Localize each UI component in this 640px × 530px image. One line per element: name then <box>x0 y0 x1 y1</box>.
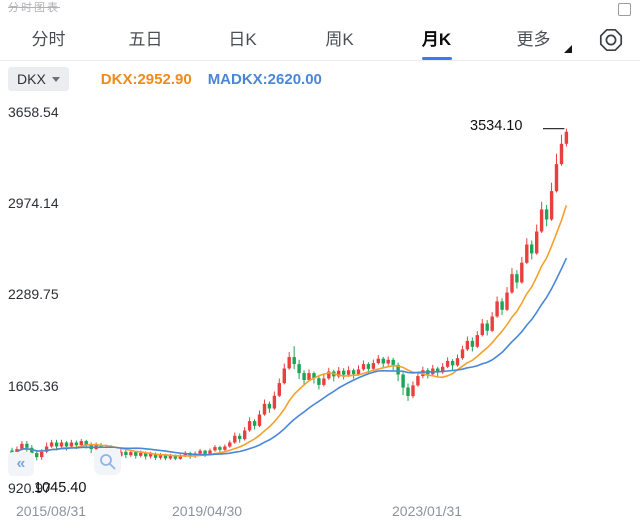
tab-daily-k[interactable]: 日K <box>194 20 291 60</box>
tab-monthly-k[interactable]: 月K <box>388 20 485 60</box>
tab-label: 周K <box>325 30 354 49</box>
candlestick-chart[interactable] <box>0 96 640 496</box>
watermark-text: 分时图表 <box>8 2 60 14</box>
indicator-legend-row: DKX DKX:2952.90 MADKX:2620.00 <box>0 62 640 96</box>
gear-icon <box>599 28 623 52</box>
y-axis-label: 2974.14 <box>8 195 59 211</box>
dkx-legend: DKX:2952.90 <box>100 70 192 88</box>
high-price-annotation: 3534.10 <box>470 118 523 134</box>
tab-label: 月K <box>421 30 452 49</box>
tab-label: 分时 <box>31 30 66 49</box>
y-axis-label: 920.97 <box>8 480 51 496</box>
period-tabbar: 分时 五日 日K 周K 月K 更多 <box>0 20 640 61</box>
tab-label: 更多 <box>516 30 551 49</box>
more-dropdown-triangle-icon <box>564 45 572 53</box>
tab-label: 日K <box>228 30 257 49</box>
settings-button[interactable] <box>582 27 640 53</box>
x-axis-label: 2023/01/31 <box>392 503 463 519</box>
y-axis-label: 3658.54 <box>8 104 59 120</box>
chevron-down-icon <box>51 76 60 82</box>
double-chevron-left-icon: « <box>16 455 26 472</box>
x-axis-label: 2015/08/31 <box>16 503 87 519</box>
corner-mini-icon[interactable] <box>618 3 631 16</box>
y-axis-label: 1605.36 <box>8 378 59 394</box>
low-price-annotation: 1045.40 <box>34 480 87 496</box>
tab-minute[interactable]: 分时 <box>0 20 97 60</box>
tab-five-day[interactable]: 五日 <box>97 20 194 60</box>
madkx-legend: MADKX:2620.00 <box>207 70 322 88</box>
indicator-selector-label: DKX <box>17 71 46 87</box>
magnifier-icon <box>100 454 116 470</box>
indicator-selector[interactable]: DKX <box>8 67 69 91</box>
magnify-button[interactable] <box>94 448 121 475</box>
y-axis-label: 2289.75 <box>8 286 59 302</box>
x-axis-label: 2019/04/30 <box>172 503 243 519</box>
tab-weekly-k[interactable]: 周K <box>291 20 388 60</box>
tab-more[interactable]: 更多 <box>485 20 582 60</box>
tab-label: 五日 <box>128 30 163 49</box>
collapse-panel-button[interactable]: « <box>8 452 34 476</box>
